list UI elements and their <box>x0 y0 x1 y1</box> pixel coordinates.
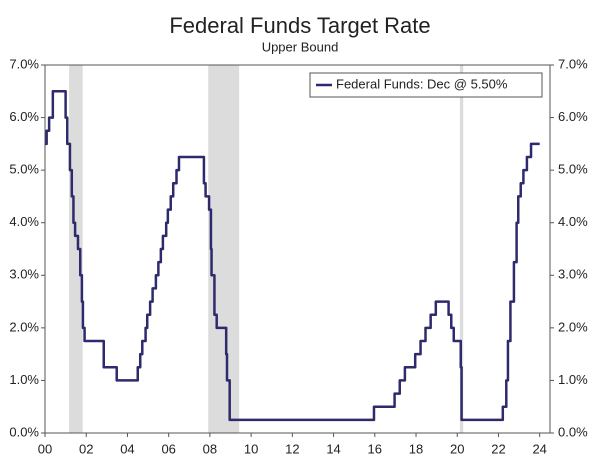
chart-title: Federal Funds Target Rate <box>169 13 430 38</box>
x-tick-label: 24 <box>532 441 546 456</box>
y2-tick-label: 5.0% <box>558 162 588 177</box>
x-tick-label: 00 <box>38 441 52 456</box>
plot-frame <box>44 64 551 434</box>
y2-tick-label: 0.0% <box>558 424 588 439</box>
x-tick-label: 02 <box>79 441 93 456</box>
recession-shade <box>208 65 240 433</box>
x-tick-label: 22 <box>491 441 505 456</box>
x-tick-label: 18 <box>409 441 423 456</box>
y2-tick-label: 4.0% <box>558 214 588 229</box>
x-tick-label: 10 <box>244 441 258 456</box>
x-tick-label: 20 <box>450 441 464 456</box>
y2-tick-label: 1.0% <box>558 372 588 387</box>
series-line <box>45 90 540 422</box>
x-tick-label: 16 <box>368 441 382 456</box>
x-tick-label: 14 <box>326 441 340 456</box>
recession-shade <box>69 65 83 433</box>
x-tick-label: 04 <box>120 441 134 456</box>
x-tick-label: 08 <box>203 441 217 456</box>
recession-shade <box>459 65 464 433</box>
y2-tick-label: 7.0% <box>558 56 588 71</box>
y-tick-label: 5.0% <box>9 162 39 177</box>
legend-label: Federal Funds: Dec @ 5.50% <box>336 76 508 91</box>
y-tick-label: 3.0% <box>9 267 39 282</box>
y-tick-label: 6.0% <box>9 109 39 124</box>
x-tick-label: 06 <box>161 441 175 456</box>
legend-box <box>309 72 543 98</box>
y-tick-label: 7.0% <box>9 56 39 71</box>
chart-subtitle: Upper Bound <box>262 39 339 54</box>
y-tick-label: 0.0% <box>9 424 39 439</box>
y2-tick-label: 6.0% <box>558 109 588 124</box>
y-tick-label: 4.0% <box>9 214 39 229</box>
x-tick-label: 12 <box>285 441 299 456</box>
y2-tick-label: 2.0% <box>558 319 588 334</box>
y2-tick-label: 3.0% <box>558 267 588 282</box>
y-tick-label: 1.0% <box>9 372 39 387</box>
y-tick-label: 2.0% <box>9 319 39 334</box>
